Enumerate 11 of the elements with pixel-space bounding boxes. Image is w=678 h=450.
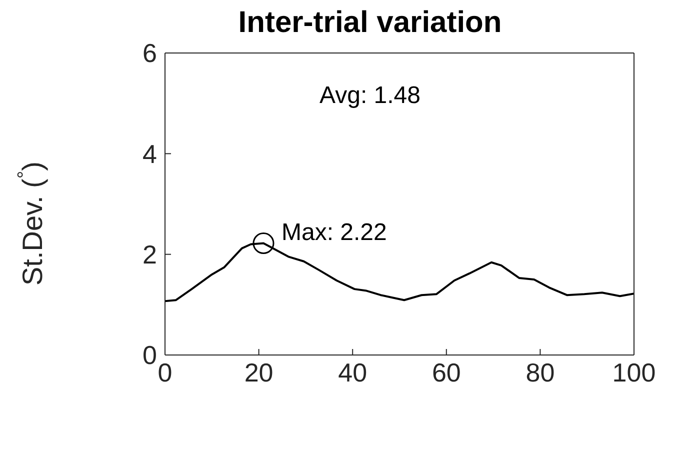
x-tick-label: 60 <box>432 357 461 388</box>
x-tick-label: 100 <box>612 357 656 388</box>
y-tick-label: 4 <box>142 138 157 169</box>
y-tick-label: 6 <box>142 38 157 68</box>
chart-title: Inter-trial variation <box>237 6 503 40</box>
x-tick-label: 40 <box>338 357 368 388</box>
x-tick-label: 80 <box>526 357 555 388</box>
y-tick-label: 2 <box>142 240 157 270</box>
annotation: Max: 2.22 <box>281 218 387 246</box>
annotation: Avg: 1.48 <box>318 82 422 110</box>
x-tick-label: 20 <box>244 357 274 388</box>
